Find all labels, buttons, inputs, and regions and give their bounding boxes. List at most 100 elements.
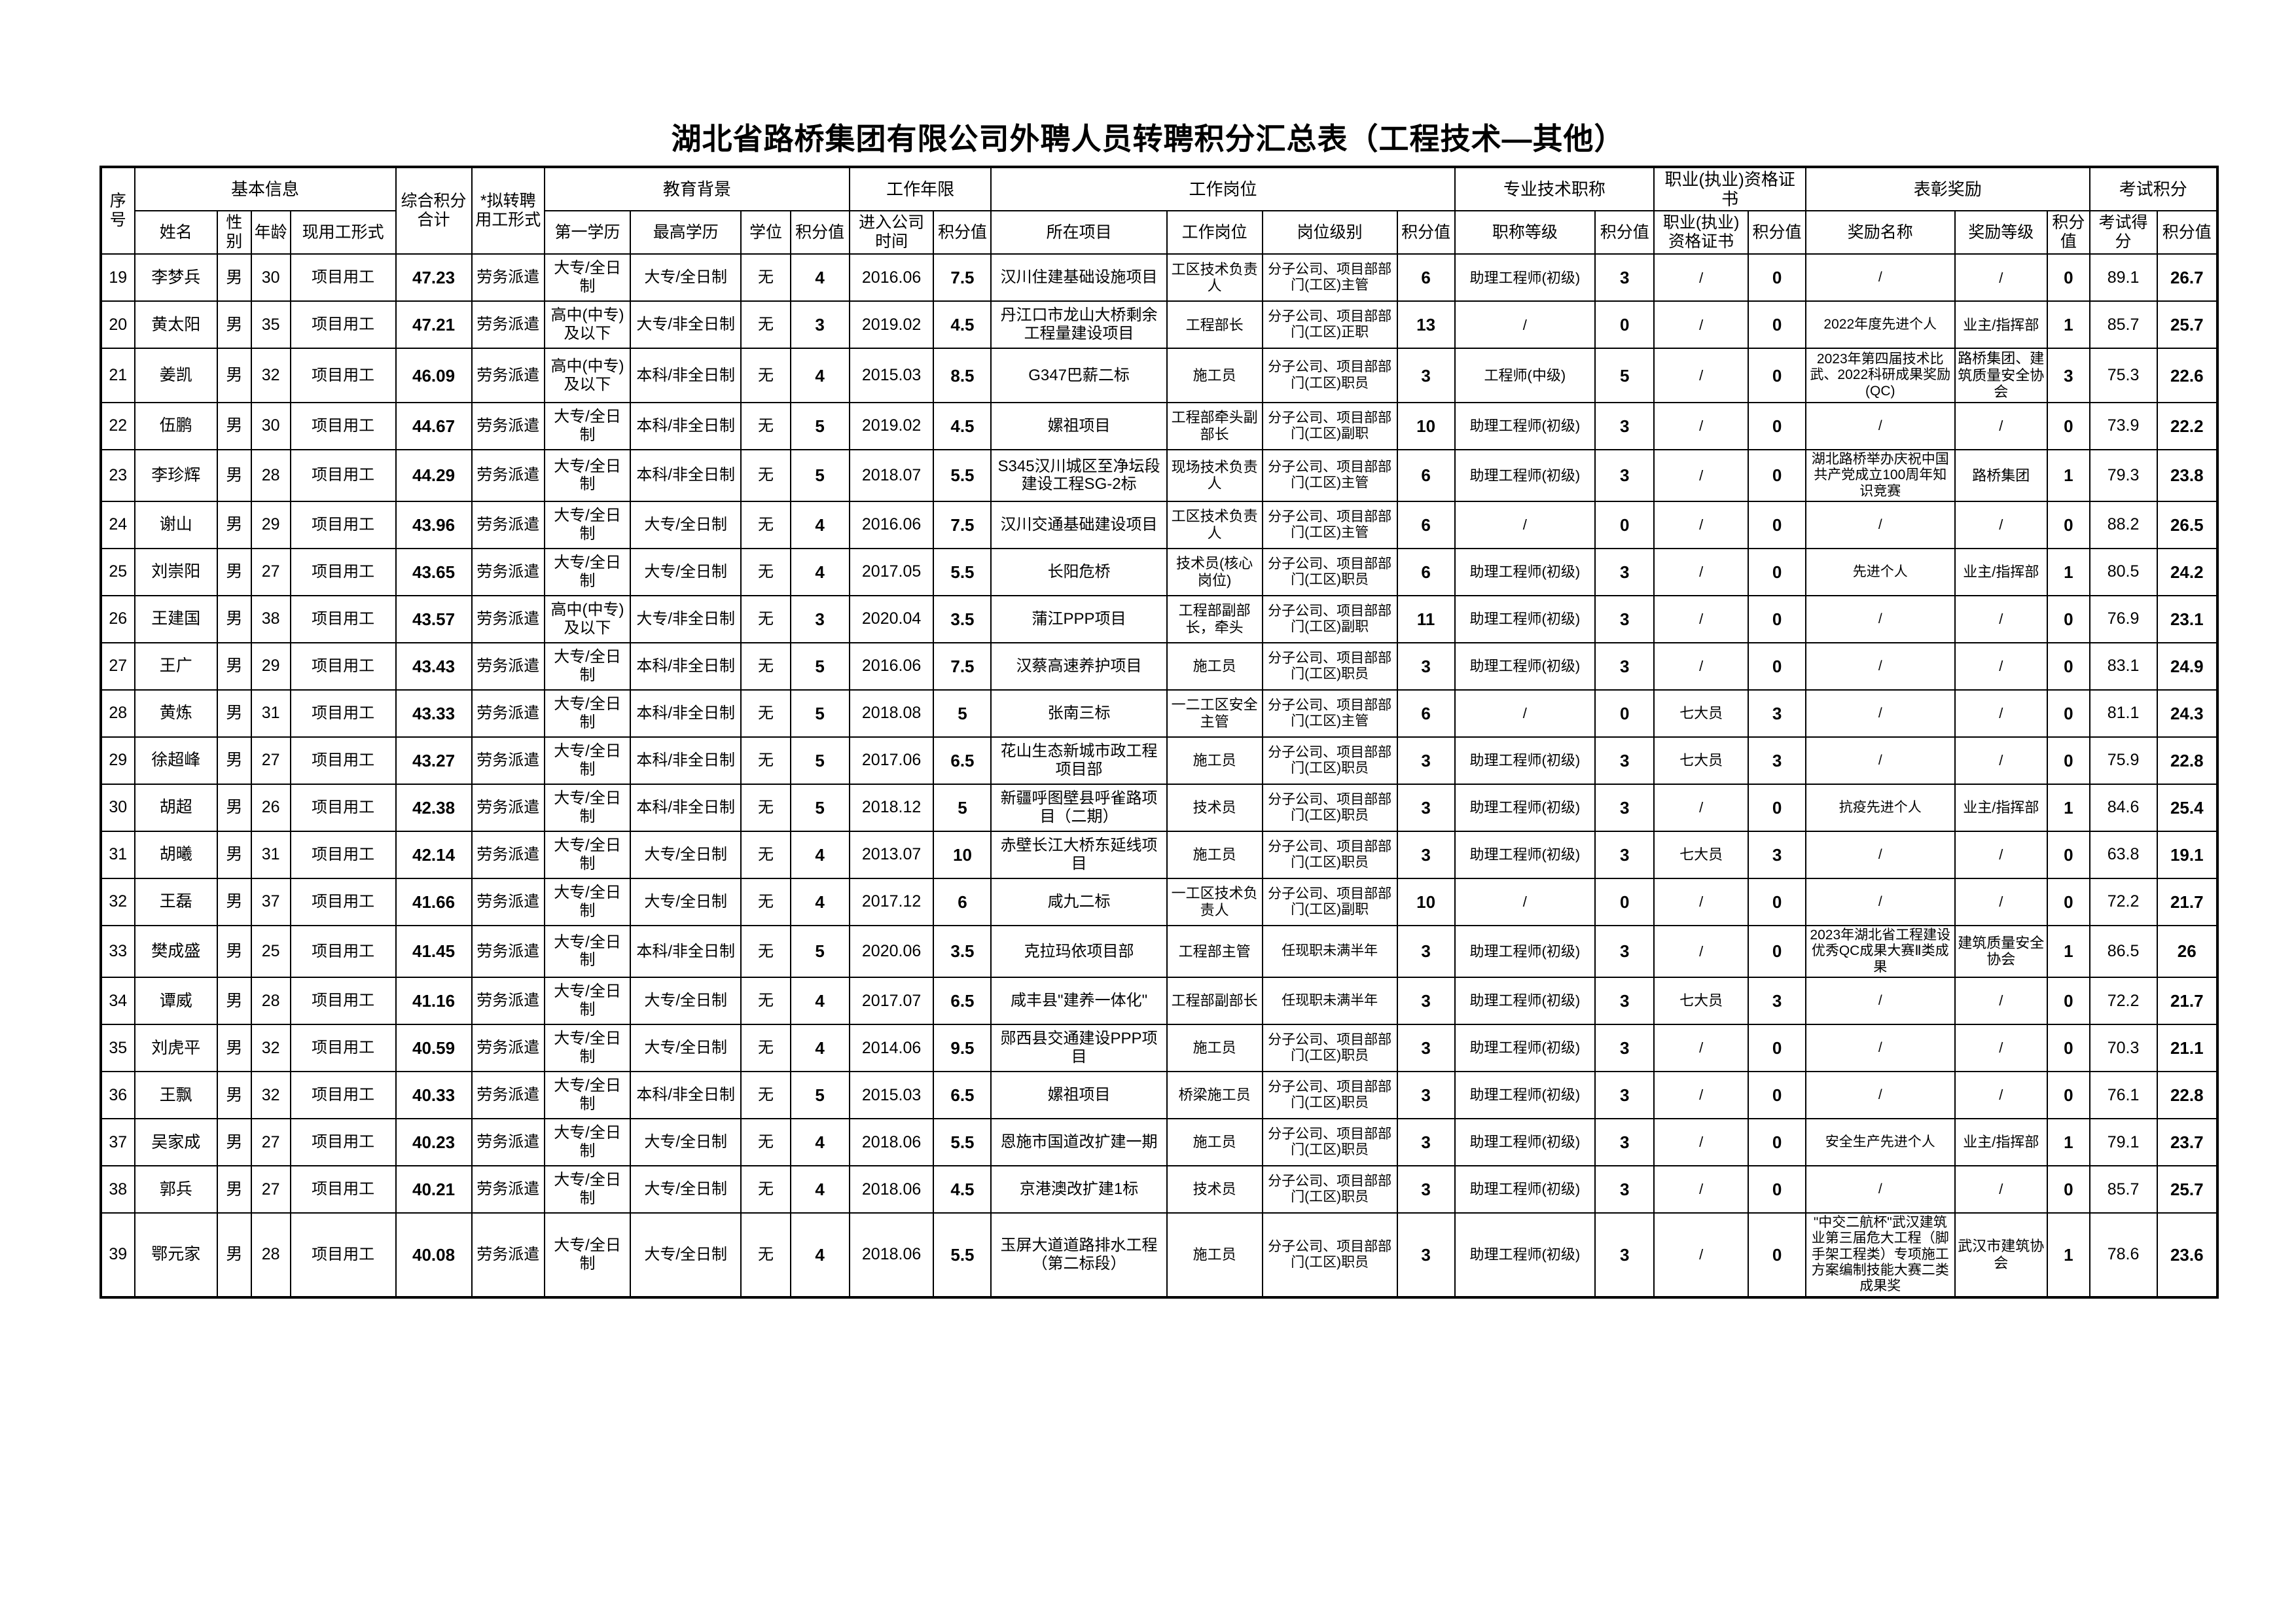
cell-post: 技术员 — [1166, 783, 1263, 832]
cell-index: 23 — [100, 448, 135, 502]
header-award-points: 积分值 — [2047, 210, 2090, 255]
cell-award-points: 3 — [2047, 348, 2090, 403]
cell-exam-result: 81.1 — [2089, 689, 2158, 738]
cell-current-employment: 项目用工 — [289, 547, 397, 596]
cell-age: 35 — [250, 300, 291, 350]
cell-exam-points: 25.7 — [2156, 300, 2219, 350]
cell-join-date: 2018.06 — [848, 1118, 935, 1167]
cell-title-level: 助理工程师(初级) — [1454, 641, 1596, 691]
table-row: 31 胡曦男 31 项目用工 42.14 劳务派遣 大专/全日制 大专/全日制无 4 2013.0… — [100, 830, 2219, 879]
cell-cert-name: / — [1653, 877, 1749, 926]
cell-name: 樊成盛 — [134, 924, 219, 979]
cell-sex: 男 — [217, 448, 252, 502]
cell-sex: 男 — [217, 401, 252, 450]
table-row: 21 姜凯男 32 项目用工 46.09 劳务派遣 高中(中专)及以下 本科/非全日制无 4 20… — [100, 348, 2219, 403]
cell-award-points: 0 — [2047, 689, 2090, 738]
cell-post-points: 10 — [1396, 401, 1456, 450]
cell-post: 技术员(核心岗位) — [1166, 547, 1263, 596]
cell-first-degree: 高中(中专)及以下 — [544, 300, 631, 350]
header-group-qualification-cert: 职业(执业)资格证书 — [1653, 166, 1807, 212]
cell-year-points: 5 — [933, 783, 992, 832]
cell-exam-points: 23.7 — [2156, 1118, 2219, 1167]
cell-sex: 男 — [217, 783, 252, 832]
cell-sex: 男 — [217, 500, 252, 549]
cell-name: 黄太阳 — [134, 300, 219, 350]
cell-award-level: / — [1954, 641, 2049, 691]
cell-post-level: 分子公司、项目部部门(工区)正职 — [1261, 300, 1398, 350]
cell-join-date: 2018.08 — [848, 689, 935, 738]
cell-title-points: 3 — [1594, 736, 1655, 785]
cell-planned-employment: 劳务派遣 — [471, 689, 546, 738]
cell-age: 38 — [250, 594, 291, 643]
cell-year-points: 5.5 — [933, 1118, 992, 1167]
cell-cert-name: / — [1653, 641, 1749, 691]
cell-award-level: 建筑质量安全协会 — [1954, 924, 2049, 979]
header-cert-points: 积分值 — [1748, 210, 1807, 255]
cell-exam-points: 19.1 — [2156, 830, 2219, 879]
cell-first-degree: 大专/全日制 — [544, 401, 631, 450]
table-row: 19 李梦兵男 30 项目用工 47.23 劳务派遣 大专/全日制 大专/全日制无 4 2016.… — [100, 253, 2219, 302]
cell-sex: 男 — [217, 253, 252, 302]
cell-award-level: / — [1954, 689, 2049, 738]
cell-title-points: 3 — [1594, 1118, 1655, 1167]
cell-planned-employment: 劳务派遣 — [471, 1165, 546, 1214]
cell-award-name: / — [1805, 253, 1956, 302]
cell-name: 吴家成 — [134, 1118, 219, 1167]
cell-post: 工程部副部长 — [1166, 977, 1263, 1026]
cell-edu-points: 4 — [789, 977, 850, 1026]
header-post-level: 岗位级别 — [1261, 210, 1398, 255]
cell-post-level: 分子公司、项目部部门(工区)主管 — [1261, 500, 1398, 549]
cell-index: 28 — [100, 689, 135, 738]
cell-post-level: 分子公司、项目部部门(工区)职员 — [1261, 783, 1398, 832]
cell-current-employment: 项目用工 — [289, 401, 397, 450]
cell-project: 张南三标 — [990, 689, 1168, 738]
cell-exam-result: 72.2 — [2089, 877, 2158, 926]
cell-degree: 无 — [740, 924, 791, 979]
cell-award-level: / — [1954, 401, 2049, 450]
cell-post-level: 分子公司、项目部部门(工区)职员 — [1261, 1165, 1398, 1214]
table-row: 29 徐超峰男 27 项目用工 43.27 劳务派遣 大专/全日制 本科/非全日制无 5 2017… — [100, 736, 2219, 785]
cell-age: 28 — [250, 448, 291, 502]
cell-exam-points: 26.5 — [2156, 500, 2219, 549]
cell-age: 31 — [250, 689, 291, 738]
cell-cert-points: 0 — [1748, 924, 1807, 979]
cell-total-score: 40.33 — [395, 1071, 473, 1120]
cell-name: 郭兵 — [134, 1165, 219, 1214]
cell-year-points: 3.5 — [933, 924, 992, 979]
cell-award-level: 路桥集团、建筑质量安全协会 — [1954, 348, 2049, 403]
cell-project: 咸九二标 — [990, 877, 1168, 926]
cell-title-level: 助理工程师(初级) — [1454, 924, 1596, 979]
cell-year-points: 7.5 — [933, 253, 992, 302]
cell-title-level: 助理工程师(初级) — [1454, 594, 1596, 643]
cell-index: 29 — [100, 736, 135, 785]
cell-project: 恩施市国道改扩建一期 — [990, 1118, 1168, 1167]
cell-index: 36 — [100, 1071, 135, 1120]
cell-highest-degree: 本科/非全日制 — [629, 1071, 742, 1120]
cell-post-points: 3 — [1396, 783, 1456, 832]
cell-planned-employment: 劳务派遣 — [471, 1212, 546, 1298]
cell-edu-points: 5 — [789, 736, 850, 785]
cell-degree: 无 — [740, 300, 791, 350]
cell-degree: 无 — [740, 448, 791, 502]
cell-first-degree: 大专/全日制 — [544, 877, 631, 926]
cell-year-points: 6.5 — [933, 736, 992, 785]
cell-exam-points: 21.7 — [2156, 877, 2219, 926]
cell-award-level: / — [1954, 500, 2049, 549]
cell-year-points: 10 — [933, 830, 992, 879]
cell-degree: 无 — [740, 1118, 791, 1167]
header-title-level: 职称等级 — [1454, 210, 1596, 255]
cell-post-level: 分子公司、项目部部门(工区)主管 — [1261, 689, 1398, 738]
cell-post: 施工员 — [1166, 1024, 1263, 1073]
cell-degree: 无 — [740, 253, 791, 302]
cell-highest-degree: 大专/全日制 — [629, 500, 742, 549]
cell-first-degree: 高中(中专)及以下 — [544, 594, 631, 643]
cell-year-points: 7.5 — [933, 500, 992, 549]
cell-edu-points: 4 — [789, 253, 850, 302]
cell-total-score: 46.09 — [395, 348, 473, 403]
cell-post: 桥梁施工员 — [1166, 1071, 1263, 1120]
cell-planned-employment: 劳务派遣 — [471, 1024, 546, 1073]
cell-cert-name: / — [1653, 448, 1749, 502]
cell-index: 19 — [100, 253, 135, 302]
cell-edu-points: 4 — [789, 1118, 850, 1167]
cell-project: 长阳危桥 — [990, 547, 1168, 596]
